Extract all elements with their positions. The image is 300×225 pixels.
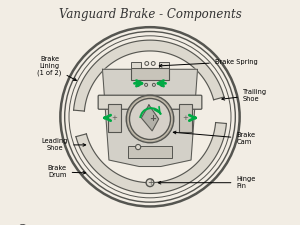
Circle shape [136, 144, 141, 150]
Circle shape [130, 99, 170, 140]
FancyBboxPatch shape [98, 95, 202, 109]
Text: Brake Spring: Brake Spring [159, 59, 257, 67]
FancyBboxPatch shape [130, 62, 141, 68]
Text: Leading
Shoe: Leading Shoe [42, 138, 86, 151]
Text: Trailing
Shoe: Trailing Shoe [222, 89, 267, 102]
Text: Vanguard Brake - Components: Vanguard Brake - Components [58, 8, 242, 21]
Text: +: + [111, 115, 117, 121]
Text: Brake
Cam: Brake Cam [173, 131, 256, 145]
FancyBboxPatch shape [128, 146, 172, 158]
Circle shape [126, 95, 174, 143]
Text: Brake
Lining
(1 of 2): Brake Lining (1 of 2) [38, 56, 76, 80]
Text: Hinge
Pin: Hinge Pin [158, 176, 256, 189]
Text: Brake
Drum: Brake Drum [48, 165, 86, 178]
Polygon shape [103, 69, 197, 166]
FancyBboxPatch shape [130, 68, 170, 80]
FancyBboxPatch shape [159, 62, 170, 68]
Text: Vanguard Brake - Components: Vanguard Brake - Components [0, 224, 92, 225]
FancyBboxPatch shape [179, 104, 192, 132]
Polygon shape [76, 123, 226, 194]
FancyBboxPatch shape [108, 104, 121, 132]
Polygon shape [141, 105, 159, 131]
Text: +: + [183, 115, 189, 121]
Text: +: + [147, 178, 153, 187]
Polygon shape [74, 40, 224, 111]
Circle shape [146, 179, 154, 187]
Text: +: + [149, 115, 156, 124]
